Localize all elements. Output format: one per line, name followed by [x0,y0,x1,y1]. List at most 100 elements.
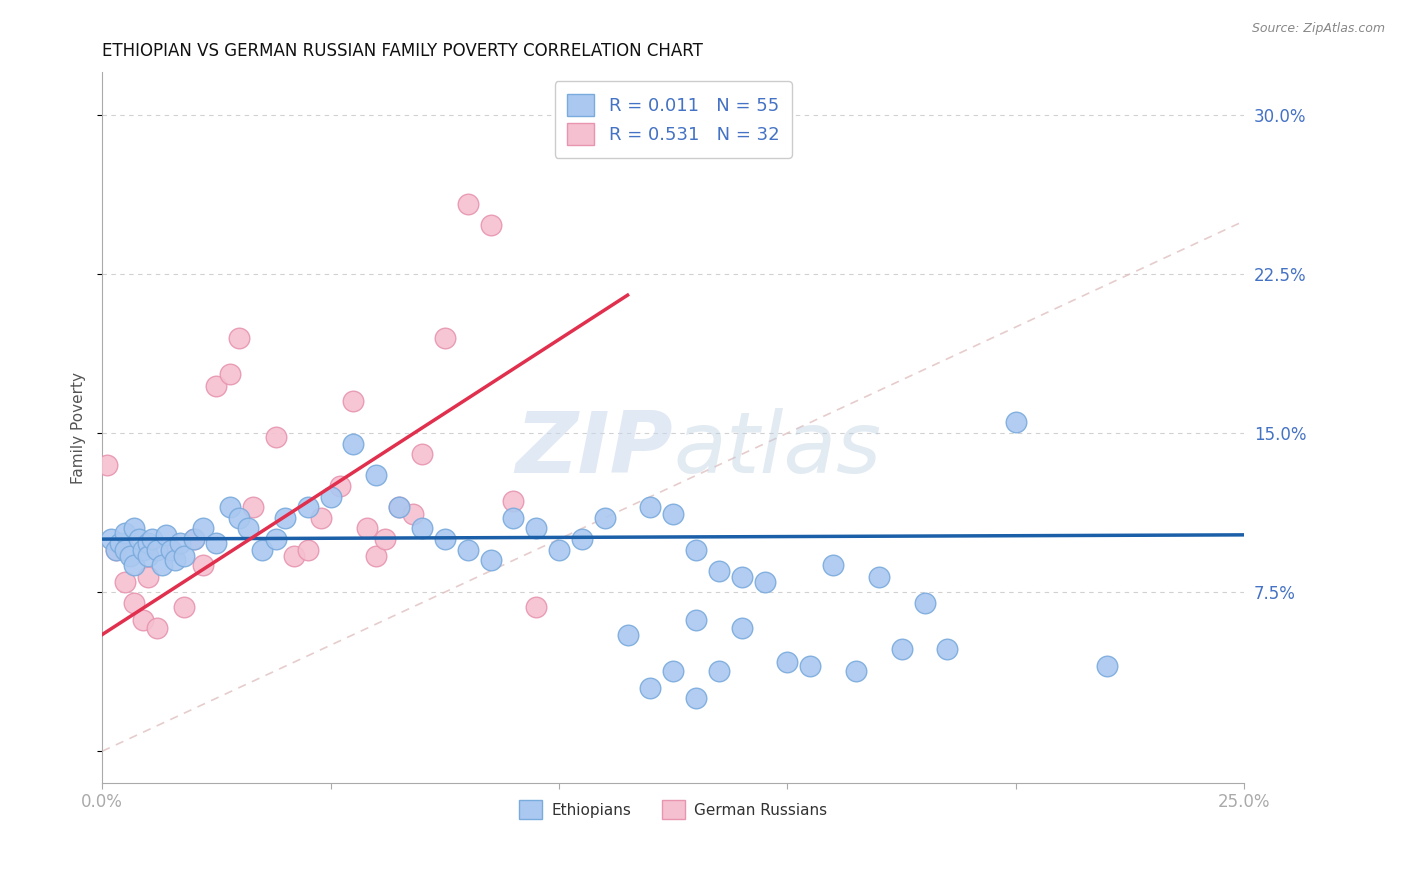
Point [707,564,730,578]
Point [155,528,177,542]
Point [228,330,250,344]
Point [219,367,242,381]
Point [104,542,127,557]
Point [571,532,593,546]
Point [191,521,214,535]
Point [502,494,524,508]
Point [388,500,411,515]
Point [342,436,364,450]
Point [662,507,685,521]
Point [754,574,776,589]
Point [132,613,155,627]
Point [250,542,273,557]
Point [242,500,264,515]
Point [96,458,118,472]
Point [283,549,305,563]
Point [122,558,145,572]
Point [146,621,169,635]
Point [356,521,378,535]
Point [183,532,205,546]
Point [319,490,342,504]
Point [823,558,845,572]
Point [707,664,730,678]
Point [132,542,155,557]
Y-axis label: Family Poverty: Family Poverty [72,372,86,483]
Point [374,532,396,546]
Point [219,500,242,515]
Point [191,558,214,572]
Point [845,664,868,678]
Point [640,681,662,695]
Point [662,664,685,678]
Point [173,549,195,563]
Point [388,500,411,515]
Point [114,542,136,557]
Point [136,549,159,563]
Point [685,613,707,627]
Point [868,570,890,584]
Point [146,542,169,557]
Point [342,394,364,409]
Text: atlas: atlas [673,408,882,491]
Point [136,536,159,550]
Point [890,642,912,657]
Point [110,536,132,550]
Point [402,507,425,521]
Point [159,542,181,557]
Point [150,558,173,572]
Point [173,599,195,614]
Point [685,542,707,557]
Point [731,621,754,635]
Point [205,536,228,550]
Point [311,511,333,525]
Point [228,511,250,525]
Point [122,596,145,610]
Point [366,549,388,563]
Point [136,570,159,584]
Point [433,532,456,546]
Point [936,642,959,657]
Point [640,500,662,515]
Point [799,659,821,673]
Point [159,542,181,557]
Point [1097,659,1119,673]
Point [122,521,145,535]
Legend: Ethiopians, German Russians: Ethiopians, German Russians [513,794,834,825]
Point [169,536,191,550]
Point [411,521,433,535]
Point [274,511,297,525]
Point [114,525,136,540]
Point [479,218,502,232]
Point [366,468,388,483]
Point [128,532,150,546]
Point [914,596,936,610]
Point [548,542,571,557]
Point [329,479,352,493]
Point [165,553,187,567]
Point [593,511,616,525]
Point [479,553,502,567]
Point [205,379,228,393]
Text: Source: ZipAtlas.com: Source: ZipAtlas.com [1251,22,1385,36]
Point [524,599,547,614]
Point [114,574,136,589]
Point [616,627,638,641]
Point [524,521,547,535]
Point [104,542,127,557]
Point [118,549,141,563]
Point [502,511,524,525]
Point [264,430,287,444]
Point [1005,416,1028,430]
Text: ETHIOPIAN VS GERMAN RUSSIAN FAMILY POVERTY CORRELATION CHART: ETHIOPIAN VS GERMAN RUSSIAN FAMILY POVER… [103,42,703,60]
Point [411,447,433,461]
Point [731,570,754,584]
Point [264,532,287,546]
Point [457,197,479,211]
Point [238,521,260,535]
Point [433,330,456,344]
Text: ZIP: ZIP [516,408,673,491]
Point [183,532,205,546]
Point [297,500,319,515]
Point [100,532,122,546]
Point [457,542,479,557]
